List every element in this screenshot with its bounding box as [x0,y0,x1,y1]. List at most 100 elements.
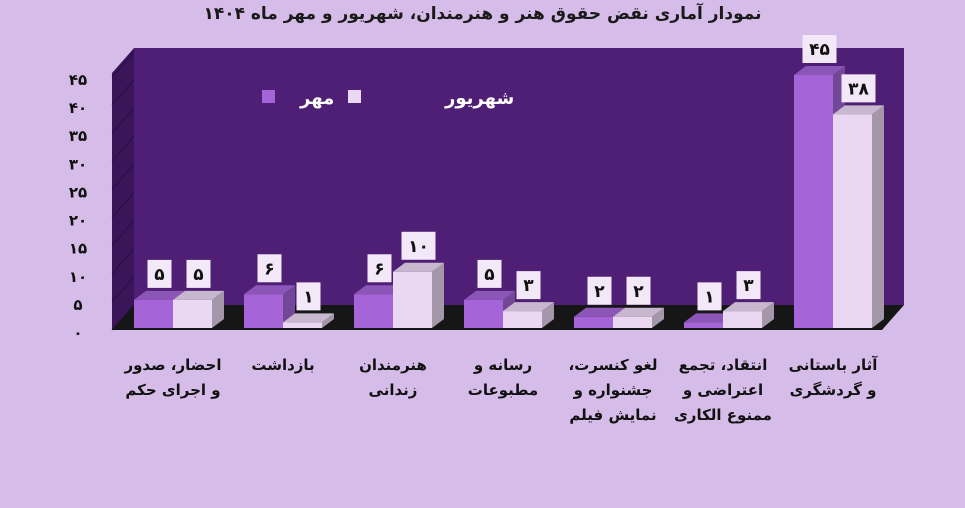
bar-mehr [464,299,503,328]
data-label-box [587,276,612,305]
side-wall-tick-line [111,248,135,275]
data-label: ۵ [193,265,203,285]
side-wall-tick-line [111,51,135,78]
side-wall-tick-line [111,276,135,303]
data-label-box [516,271,541,300]
data-label: ۵ [484,265,494,285]
y-tick-label: ۵ [73,296,82,314]
data-label-box [367,254,392,283]
legend-label: شهریور [444,88,514,109]
data-label: ۴۵ [809,40,830,60]
data-label: ۳ [743,276,754,296]
x-category-label: ممنوع الکاری [674,406,772,424]
data-label-box [147,259,172,288]
x-category-label: و گردشگری [790,381,877,399]
y-tick-label: ۱۵ [69,240,87,258]
legend-swatch [348,90,361,103]
bar-shahrivar [393,271,432,328]
data-label-box [186,259,211,288]
bar-top-face [173,290,224,300]
bar-top-face [723,302,774,312]
data-label-box [401,231,436,260]
bar-top-face [794,66,845,75]
data-label: ۶ [374,259,384,279]
bar-side-face [652,307,664,328]
y-tick-label: ۲۵ [69,183,87,201]
data-label: ۱۰ [408,237,429,257]
bar-top-face [684,313,735,323]
y-tick-label: ۳۰ [69,155,87,173]
bar-shahrivar [503,311,542,328]
bar-mehr [244,294,283,328]
x-category-label: و اجرای حکم [125,381,220,399]
bar-top-face [503,302,554,312]
bar-mehr [794,75,833,328]
bar-side-face [542,302,554,328]
bar-top-face [464,290,515,300]
bar-top-face [833,105,884,115]
x-category-label: احضار، صدور [123,356,221,374]
bar-top-face [244,285,295,295]
side-wall-tick-line [111,164,135,190]
bar-side-face [872,105,884,328]
x-category-label: انتقاد، تجمع [679,356,768,374]
bar-side-face [762,302,774,328]
x-category-label: جشنواره و [573,381,653,399]
bar-mehr [684,322,723,328]
x-category-label: هنرمندان [359,356,427,374]
bar-shahrivar [613,316,652,328]
bar-top-face [613,307,664,317]
data-label: ۶ [264,259,274,279]
y-tick-label: ۲۰ [69,212,87,230]
data-label-box [697,282,722,311]
x-category-label: زندانی [369,381,418,399]
side-wall-tick-line [111,107,135,134]
x-category-label: مطبوعات [468,381,538,399]
data-label-box [841,74,876,103]
bar-shahrivar [283,322,322,328]
data-label-box [626,276,651,305]
bar-top-face [134,290,185,300]
side-wall-tick-line [111,220,135,246]
bar-side-face [322,313,334,328]
side-wall-tick-line [111,192,135,218]
x-category-label: آثار باستانی [789,356,879,374]
y-tick-label: ۳۵ [69,127,87,145]
data-label-box [477,259,502,288]
chart-title: نمودار آماری نقض حقوق هنر و هنرمندان، شه… [203,4,762,24]
bar-mehr [354,294,393,328]
bar-shahrivar [173,299,212,328]
data-label: ۱ [704,287,714,307]
bar-top-face [574,307,625,317]
chart-side-wall [112,48,134,330]
x-category-label: لغو کنسرت، [569,356,658,374]
side-wall-tick-line [111,136,135,162]
y-tick-label: ۱۰ [69,268,87,286]
bar-shahrivar [723,311,762,328]
chart-back-wall [134,48,904,305]
bar-top-face [283,313,334,323]
bar-side-face [432,262,444,328]
x-category-label: بازداشت [251,356,314,374]
x-category-label: اعتراضی و [682,381,763,399]
data-label: ۳۸ [848,79,869,99]
data-label: ۲ [594,282,605,302]
x-category-label: رسانه و [473,356,532,374]
bar-shahrivar [833,114,872,328]
data-label-box [802,35,837,63]
data-label: ۲ [633,282,644,302]
y-tick-label: ۰ [73,324,82,342]
legend-swatch [262,90,275,103]
bar-side-face [212,290,224,328]
bar-top-face [354,285,405,295]
bar-mehr [134,299,173,328]
y-tick-label: ۴۵ [69,71,87,89]
data-label-box [296,282,321,311]
side-wall-tick-line [111,79,135,106]
bar-top-face [393,262,444,272]
data-label: ۱ [303,287,313,307]
data-label-box [257,254,282,283]
data-label: ۳ [523,276,534,296]
legend-label: مهر [299,88,334,109]
